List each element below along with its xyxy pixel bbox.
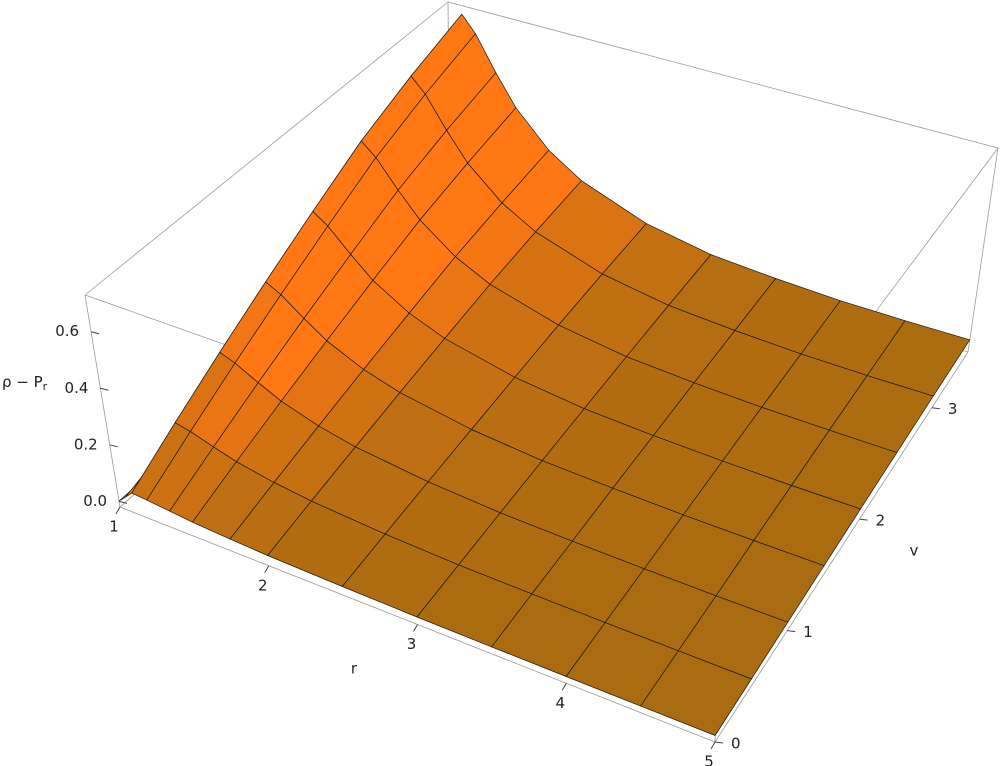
z-tick-label: 0.2 <box>74 435 98 453</box>
z-tick <box>118 500 128 504</box>
x-tick-label: 1 <box>109 518 119 536</box>
z-tick <box>90 331 100 335</box>
z-label-main: ρ − P <box>2 373 43 391</box>
surface <box>118 13 971 736</box>
x-tick-label: 5 <box>704 753 714 766</box>
y-tick-label: 0 <box>731 735 741 753</box>
z-tick <box>109 444 118 448</box>
x-tick <box>264 565 270 573</box>
z-tick-label: 0.4 <box>65 379 89 397</box>
y-axis-label: v <box>910 542 919 560</box>
x-tick <box>561 683 567 691</box>
x-tick <box>710 741 716 750</box>
y-tick-label: 2 <box>876 512 886 530</box>
z-tick-label: 0.0 <box>83 492 107 510</box>
axes: 1 2 3 4 5 0 1 2 3 0.0 0.2 0.4 0.6 <box>55 322 957 766</box>
box-edge <box>84 294 121 508</box>
x-tick <box>115 506 121 515</box>
y-tick <box>787 630 796 633</box>
box-edge <box>447 1 999 149</box>
z-axis-label: ρ − Pr <box>2 373 48 394</box>
surface-patch <box>640 650 752 736</box>
y-tick <box>859 518 868 521</box>
x-tick-label: 3 <box>407 635 417 653</box>
y-tick <box>714 741 724 744</box>
y-tick-label: 3 <box>948 400 958 418</box>
z-tick-label: 0.6 <box>55 322 79 340</box>
x-tick-label: 2 <box>258 576 268 594</box>
box-edge <box>84 1 449 296</box>
z-label-sub: r <box>43 380 48 393</box>
y-tick-label: 1 <box>803 623 813 641</box>
z-tick <box>100 387 109 391</box>
box-edge <box>967 147 999 353</box>
x-axis-label: r <box>351 660 358 678</box>
x-tick <box>413 624 418 632</box>
box-edge <box>714 351 969 743</box>
y-tick <box>931 407 940 410</box>
x-tick-label: 4 <box>555 694 565 712</box>
